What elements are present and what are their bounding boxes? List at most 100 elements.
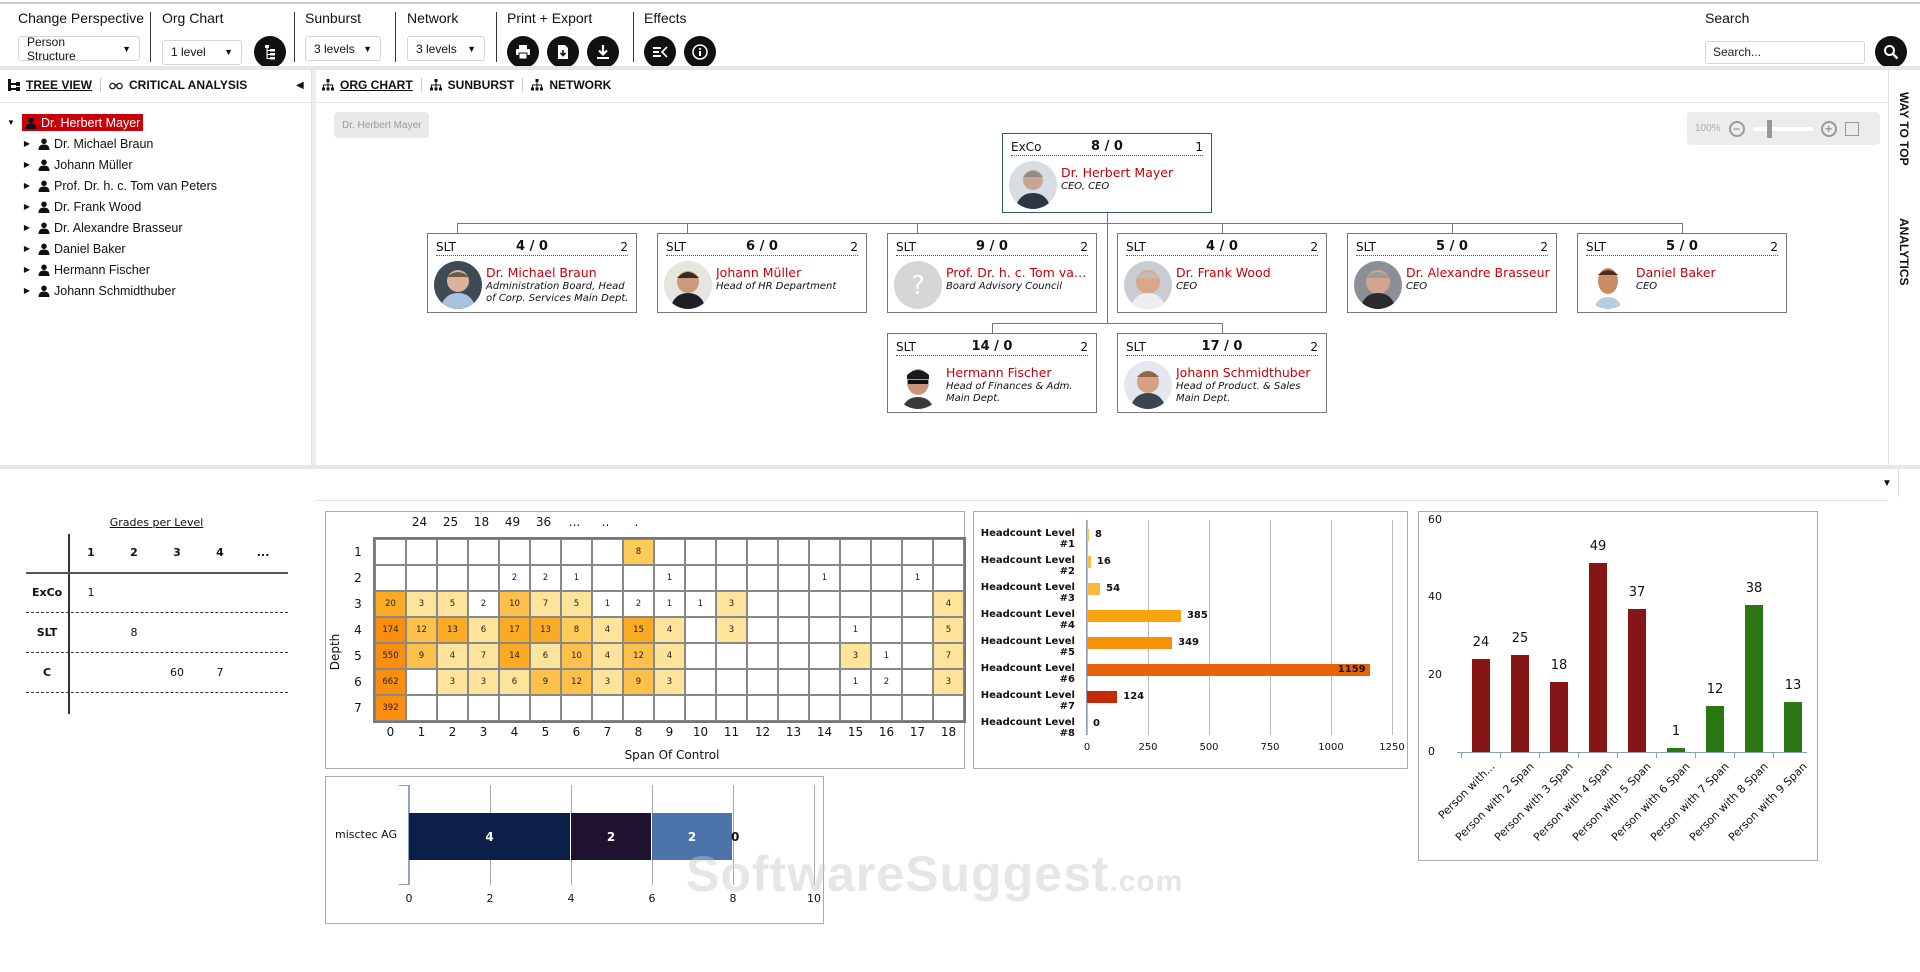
heatmap-cell[interactable]: 174	[375, 617, 406, 643]
print-button[interactable]	[507, 36, 539, 68]
heatmap-cell[interactable]: 1	[654, 591, 685, 617]
hierarchy-layout-button[interactable]	[254, 36, 286, 68]
heatmap-cell[interactable]: 4	[437, 643, 468, 669]
heatmap-cell[interactable]: 9	[530, 669, 561, 695]
export-file-button[interactable]	[547, 36, 579, 68]
heatmap-cell[interactable]: 4	[592, 643, 623, 669]
heatmap-cell[interactable]: 2	[871, 669, 902, 695]
heatmap-cell[interactable]	[809, 695, 840, 721]
heatmap-cell[interactable]	[809, 669, 840, 695]
heatmap-cell[interactable]: 6	[530, 643, 561, 669]
org-card-frank-wood[interactable]: SLT 4 / 0 2 Dr. Frank Wood CEO	[1117, 233, 1327, 313]
heatmap-cell[interactable]: 8	[561, 617, 592, 643]
heatmap-cell[interactable]	[902, 591, 933, 617]
bar[interactable]	[1087, 529, 1089, 541]
network-levels-select[interactable]: 3 levels ▼	[407, 36, 485, 61]
heatmap-cell[interactable]: 10	[561, 643, 592, 669]
heatmap-cell[interactable]	[406, 669, 437, 695]
org-card-johann-mueller[interactable]: SLT 6 / 0 2 Johann Müller Head of HR Depar…	[657, 233, 867, 313]
bar[interactable]	[1087, 583, 1101, 595]
heatmap-cell[interactable]	[716, 643, 747, 669]
heatmap-cell[interactable]	[623, 565, 654, 591]
heatmap-cell[interactable]: 5	[561, 591, 592, 617]
bar[interactable]	[1472, 659, 1490, 752]
card-name[interactable]: Prof. Dr. h. c. Tom van ...	[946, 265, 1092, 280]
heatmap-cell[interactable]	[406, 695, 437, 721]
heatmap-cell[interactable]: 4	[933, 591, 964, 617]
heatmap-cell[interactable]	[809, 617, 840, 643]
heatmap-cell[interactable]	[902, 539, 933, 565]
panel-splitter[interactable]	[312, 70, 316, 465]
heatmap-cell[interactable]: 1	[809, 565, 840, 591]
heatmap-cell[interactable]	[778, 539, 809, 565]
heatmap-cell[interactable]	[871, 539, 902, 565]
caret-right-icon[interactable]: ▶	[23, 160, 31, 169]
heatmap-cell[interactable]: 3	[654, 669, 685, 695]
heatmap-cell[interactable]: 3	[437, 669, 468, 695]
heatmap-cell[interactable]	[499, 695, 530, 721]
heatmap-cell[interactable]	[468, 539, 499, 565]
heatmap-cell[interactable]: 13	[530, 617, 561, 643]
heatmap-cell[interactable]: 3	[933, 669, 964, 695]
download-button[interactable]	[587, 36, 619, 68]
heatmap-cell[interactable]: 1	[561, 565, 592, 591]
heatmap-cell[interactable]: 4	[654, 617, 685, 643]
heatmap-cell[interactable]: 14	[499, 643, 530, 669]
zoom-slider-thumb[interactable]	[1766, 119, 1772, 138]
heatmap-cell[interactable]: 13	[437, 617, 468, 643]
heatmap-cell[interactable]: 392	[375, 695, 406, 721]
heatmap-cell[interactable]	[778, 591, 809, 617]
heatmap-cell[interactable]: 10	[499, 591, 530, 617]
bar[interactable]	[1087, 691, 1118, 703]
heatmap-cell[interactable]	[468, 695, 499, 721]
heatmap-cell[interactable]: 7	[530, 591, 561, 617]
heatmap-cell[interactable]	[778, 669, 809, 695]
bar[interactable]	[1667, 748, 1685, 752]
heatmap-cell[interactable]	[871, 695, 902, 721]
heatmap-cell[interactable]	[685, 539, 716, 565]
heatmap-cell[interactable]	[840, 591, 871, 617]
bar[interactable]	[1087, 637, 1173, 649]
heatmap-cell[interactable]	[592, 539, 623, 565]
heatmap-cell[interactable]	[871, 565, 902, 591]
caret-right-icon[interactable]: ▶	[23, 181, 31, 190]
heatmap-cell[interactable]	[685, 695, 716, 721]
card-name[interactable]: Dr. Michael Braun	[486, 265, 597, 280]
heatmap-cell[interactable]: 3	[468, 669, 499, 695]
bar[interactable]	[1087, 556, 1091, 568]
stacked-segment[interactable]: 4	[409, 813, 571, 860]
heatmap-cell[interactable]: 3	[716, 591, 747, 617]
heatmap-cell[interactable]	[375, 565, 406, 591]
heatmap-cell[interactable]: 3	[840, 643, 871, 669]
heatmap-cell[interactable]	[840, 695, 871, 721]
heatmap-cell[interactable]: 6	[499, 669, 530, 695]
tree-node[interactable]: ▶ Prof. Dr. h. c. Tom van Peters	[0, 175, 312, 196]
heatmap-cell[interactable]	[747, 539, 778, 565]
heatmap-cell[interactable]	[778, 643, 809, 669]
heatmap-cell[interactable]: 1	[902, 565, 933, 591]
heatmap-cell[interactable]	[778, 695, 809, 721]
heatmap-cell[interactable]	[716, 539, 747, 565]
search-input[interactable]: Search...	[1705, 40, 1865, 64]
caret-down-icon[interactable]: ▼	[7, 118, 15, 127]
heatmap-cell[interactable]: 5	[933, 617, 964, 643]
heatmap-cell[interactable]	[747, 617, 778, 643]
heatmap-cell[interactable]	[747, 591, 778, 617]
heatmap-cell[interactable]	[716, 669, 747, 695]
caret-right-icon[interactable]: ▶	[23, 265, 31, 274]
bar[interactable]	[1550, 682, 1568, 752]
heatmap-cell[interactable]: 12	[561, 669, 592, 695]
heatmap-cell[interactable]	[747, 695, 778, 721]
bar[interactable]	[1784, 701, 1802, 752]
card-name[interactable]: Dr. Frank Wood	[1176, 265, 1271, 280]
org-card-hermann-fischer[interactable]: SLT 14 / 0 2 Hermann Fischer Head of Finan…	[887, 333, 1097, 413]
heatmap-cell[interactable]	[685, 565, 716, 591]
heatmap-cell[interactable]	[716, 695, 747, 721]
org-card-michael-braun[interactable]: SLT 4 / 0 2 Dr. Michael Braun Administrati…	[427, 233, 637, 313]
bar[interactable]	[1706, 705, 1724, 752]
breadcrumb[interactable]: Dr. Herbert Mayer	[334, 112, 430, 138]
org-card-daniel-baker[interactable]: SLT 5 / 0 2 Daniel Baker CEO	[1577, 233, 1787, 313]
heatmap-cell[interactable]: 15	[623, 617, 654, 643]
zoom-in-icon[interactable]: +	[1820, 120, 1837, 137]
info-button[interactable]	[684, 36, 716, 68]
